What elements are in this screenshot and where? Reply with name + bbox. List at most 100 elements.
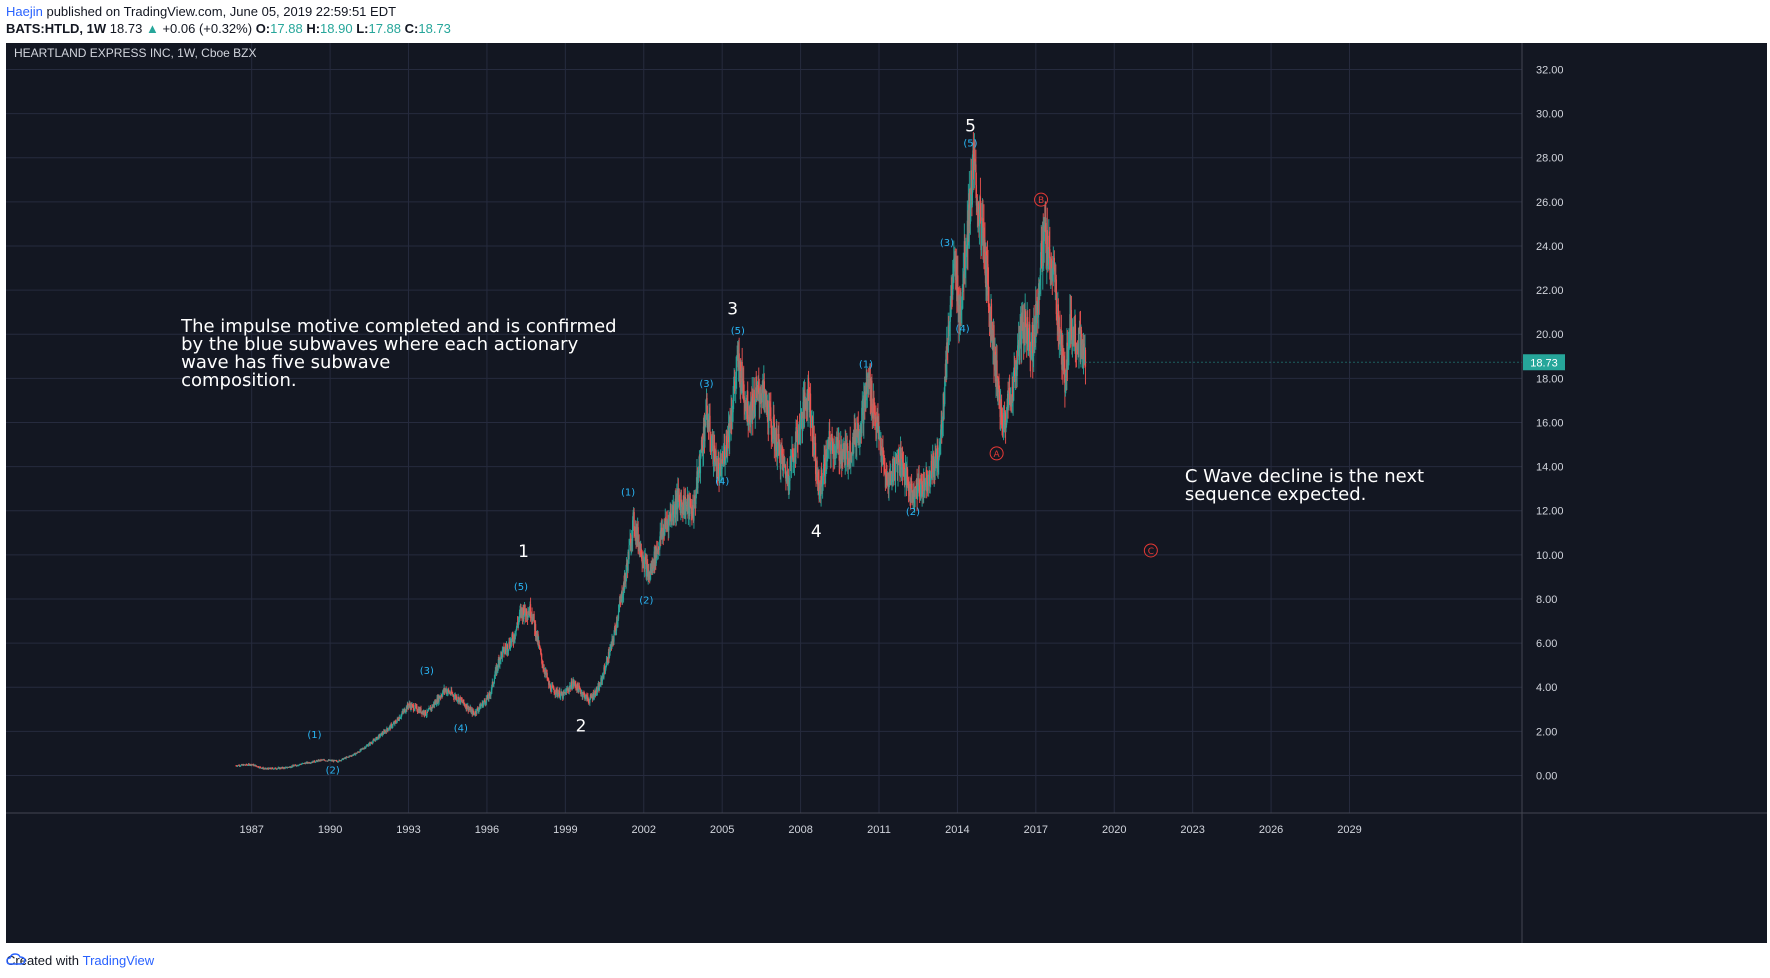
candle-body xyxy=(1067,346,1070,363)
candle-body xyxy=(433,702,436,706)
candle-body xyxy=(592,693,594,699)
candle-body xyxy=(632,520,634,541)
tradingview-logo-link[interactable]: TradingView xyxy=(6,953,154,968)
candle-body xyxy=(780,449,782,470)
candle-body xyxy=(236,765,239,767)
subwave-label: (4) xyxy=(454,723,468,734)
candle-body xyxy=(789,466,791,481)
candle-body xyxy=(488,693,490,700)
candle-body xyxy=(940,429,942,444)
candle-body xyxy=(503,651,506,654)
candle-body xyxy=(587,699,589,701)
y-tick-label: 2.00 xyxy=(1536,726,1557,738)
author-link[interactable]: Haejin xyxy=(6,4,43,19)
candle-body xyxy=(417,711,419,713)
candle-body xyxy=(878,438,881,440)
candle-body xyxy=(854,422,856,445)
candle-body xyxy=(734,381,736,385)
candle-body xyxy=(893,457,896,476)
candle-body xyxy=(518,618,520,621)
candle-body xyxy=(726,435,728,449)
x-tick-label: 2011 xyxy=(867,824,891,836)
candle-body xyxy=(1010,399,1012,406)
candle-body xyxy=(403,709,405,712)
candle-body xyxy=(894,459,897,481)
candle-body xyxy=(813,425,815,451)
candle-body xyxy=(590,695,592,697)
candle-body xyxy=(476,708,478,714)
candle-body xyxy=(885,474,887,488)
candle-body xyxy=(990,303,993,335)
candle-body xyxy=(1007,399,1010,408)
candle-body xyxy=(950,298,952,305)
candle-body xyxy=(493,683,495,685)
annotations-layer: 1 2 3 4 5 (1) (2) (3) (4) (5) (1) (2) (3) (4) (5) (1) (2… xyxy=(180,116,1424,776)
candle-body xyxy=(585,695,587,698)
candle-body xyxy=(573,680,575,685)
candle-body xyxy=(547,678,549,680)
candle-body xyxy=(722,452,725,463)
candle-body xyxy=(830,443,832,454)
candle-body xyxy=(407,703,409,706)
candle-body xyxy=(926,469,928,492)
candle-body xyxy=(880,446,883,461)
candle-body xyxy=(497,659,499,668)
candle-body xyxy=(653,569,655,571)
candle-body xyxy=(805,401,807,410)
candle-body xyxy=(748,417,750,425)
candle-body xyxy=(871,411,873,418)
candle-body xyxy=(609,647,612,650)
candle-body xyxy=(315,761,317,763)
chart-panel[interactable]: 1 2 3 4 5 (1) (2) (3) (4) (5) (1) (2) (3) (4) (5) (1) (2… xyxy=(6,43,1767,943)
candle-body xyxy=(395,721,397,723)
candle-body xyxy=(561,691,563,696)
candle-body xyxy=(404,711,407,713)
candle-body xyxy=(823,464,825,477)
candle-body xyxy=(992,340,994,350)
price-chart[interactable]: 1 2 3 4 5 (1) (2) (3) (4) (5) (1) (2) (3) (4) (5) (1) (2… xyxy=(6,43,1767,943)
candle-body xyxy=(1063,356,1065,361)
y-tick-label: 8.00 xyxy=(1536,594,1557,606)
candle-body xyxy=(1027,347,1029,351)
candle-body xyxy=(1000,409,1003,421)
x-tick-label: 2023 xyxy=(1180,824,1204,836)
publish-text: published on TradingView.com, June 05, 2… xyxy=(42,4,397,19)
candle-body xyxy=(947,325,949,352)
candle-body xyxy=(444,689,446,692)
candle-body xyxy=(508,641,511,648)
candle-body xyxy=(758,392,760,403)
candle-body xyxy=(578,685,580,689)
y-tick-label: 22.00 xyxy=(1536,285,1564,297)
candle-body xyxy=(313,760,316,762)
candle-body xyxy=(1074,323,1077,346)
candle-body xyxy=(703,426,705,428)
grid-lines xyxy=(6,43,1522,813)
candle-body xyxy=(1038,283,1040,313)
y-tick-label: 16.00 xyxy=(1536,417,1564,429)
candle-body xyxy=(986,261,988,296)
candle-body xyxy=(748,417,750,420)
candle-body xyxy=(950,285,952,299)
last-price: 18.73 xyxy=(109,21,143,36)
y-tick-label: 20.00 xyxy=(1536,329,1564,341)
candle-body xyxy=(452,693,454,696)
candle-body xyxy=(923,472,925,483)
candle-body xyxy=(723,446,726,464)
candle-body xyxy=(252,764,254,766)
candle-body xyxy=(1001,420,1004,428)
candle-body xyxy=(286,766,288,768)
candle-body xyxy=(943,404,945,405)
candle-body xyxy=(261,768,263,769)
candle-body xyxy=(1036,301,1038,324)
candle-body xyxy=(499,658,501,664)
candle-body xyxy=(510,638,513,644)
candle-body xyxy=(795,427,798,433)
note-text-line: The impulse motive completed and is conf… xyxy=(180,316,616,337)
candle-body xyxy=(1075,345,1077,349)
candle-body xyxy=(380,733,382,736)
candle-body xyxy=(772,416,774,440)
candle-body xyxy=(1037,312,1039,314)
candle-body xyxy=(871,380,873,412)
candle-body xyxy=(412,704,414,706)
candle-body xyxy=(850,453,852,463)
